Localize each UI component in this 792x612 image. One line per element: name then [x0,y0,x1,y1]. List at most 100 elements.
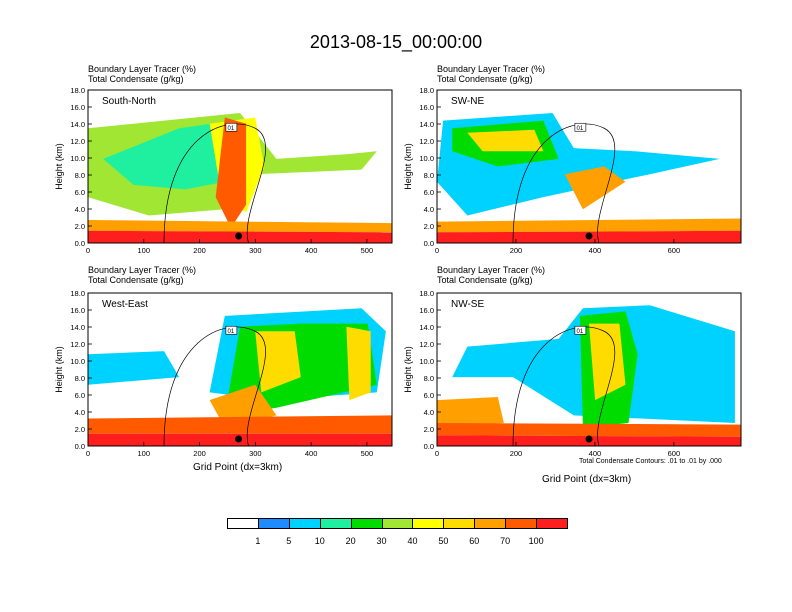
y-tick-label: 2.0 [424,425,434,434]
contour-label: 01 [228,329,235,335]
tracer-region [346,326,371,401]
contour-label-box [225,122,238,132]
condensate-contour [512,326,616,446]
condensate-contour [163,326,266,446]
x-tick-label: 200 [510,246,523,255]
y-tick-label: 18.0 [419,86,434,95]
x-tick-label: 0 [86,449,90,458]
x-tick-label: 200 [510,449,523,458]
y-tick-label: 6.0 [424,391,434,400]
panel-frame [436,292,742,447]
colorbar-swatch [412,518,445,529]
y-tick-label: 14.0 [70,323,85,332]
panel-frame [87,292,393,447]
y-tick-label: 14.0 [419,323,434,332]
x-tick-label: 100 [138,449,151,458]
location-marker [235,232,243,240]
contour-label: 01 [577,126,584,132]
x-tick-label: 400 [305,449,318,458]
panel-name: SW-NE [451,96,484,107]
panel-1: 01 South-North 0.0 2.0 4.0 6.0 8.0 10.0 12.0 14.0… [54,86,393,255]
y-tick-label: 12.0 [419,340,434,349]
colorbar-label: 70 [500,536,511,546]
colorbar-label: 100 [528,536,544,546]
colorbar-swatch [443,518,476,529]
x-tick-label: 300 [249,449,262,458]
panel-1-field-1: Boundary Layer Tracer (%) [88,64,197,74]
x-tick-label: 0 [435,246,439,255]
x-tick-label: 100 [138,246,151,255]
y-tick-label: 0.0 [424,442,434,451]
contour-label: 01 [228,126,235,132]
y-tick-label: 0.0 [75,239,85,248]
contour-label-box [574,122,587,132]
y-tick-label: 4.0 [424,205,434,214]
y-axis-title: Height (km) [54,346,64,393]
panel-1-field-2: Total Condensate (g/kg) [88,74,184,84]
y-tick-label: 10.0 [419,154,434,163]
y-axis-title: Height (km) [403,346,413,393]
panel-2-tracer-field: 01 [437,113,741,243]
panel-3-field-1: Boundary Layer Tracer (%) [88,265,197,275]
colorbar-swatch [319,518,352,529]
colorbar-swatch [350,518,383,529]
panel-1-tracer-field: 01 [88,113,392,243]
colorbar-swatch [257,518,290,529]
colorbar-label: 20 [345,536,356,546]
y-tick-label: 8.0 [75,171,85,180]
x-tick-label: 400 [305,246,318,255]
colorbar-label: 5 [286,536,292,546]
x-tick-label: 300 [249,246,262,255]
x-axis-title-right: Grid Point (dx=3km) [542,474,632,485]
y-tick-label: 4.0 [424,408,434,417]
tracer-region [88,415,392,434]
panel-4-tracer-field: 01 [437,305,741,446]
contour-label: 01 [577,329,584,335]
colorbar-swatch [536,518,568,529]
panel-2: 01 SW-NE 0.0 2.0 4.0 6.0 8.0 10.0 12.0 14.0 16.0 18… [403,86,742,255]
y-tick-label: 4.0 [75,408,85,417]
panel-3-info: Boundary Layer Tracer (%) Total Condensa… [88,265,196,285]
condensate-contour [163,123,266,243]
y-axis-title: Height (km) [54,143,64,190]
panel-4-field-2: Total Condensate (g/kg) [437,275,533,285]
figure-title: 2013-08-15_00:00:00 [309,32,483,52]
colorbar-label: 40 [407,536,418,546]
colorbar-swatch [381,518,414,529]
colorbar-label: 30 [376,536,387,546]
panel-frame [436,89,742,244]
panel-2-field-2: Total Condensate (g/kg) [437,74,533,84]
y-tick-label: 18.0 [70,289,85,298]
colorbar-swatch [474,518,507,529]
tracer-region [437,423,741,437]
tracer-region [255,331,301,393]
x-tick-label: 500 [361,246,374,255]
panel-2-field-1: Boundary Layer Tracer (%) [437,64,546,74]
y-tick-label: 8.0 [75,374,85,383]
y-tick-label: 2.0 [424,222,434,231]
panel-frame [87,89,393,244]
y-axis-title: Height (km) [403,143,413,190]
y-tick-label: 10.0 [419,357,434,366]
y-tick-label: 2.0 [75,222,85,231]
y-tick-label: 2.0 [75,425,85,434]
x-tick-label: 500 [361,449,374,458]
panel-3: 01 West-East 0.0 2.0 4.0 6.0 8.0 10.0 12.0 14.0 16… [54,289,393,458]
panel-4-info: Boundary Layer Tracer (%) Total Condensa… [437,265,545,285]
contour-label-box [225,325,238,335]
y-tick-label: 12.0 [419,137,434,146]
contour-note: Total Condensate Contours: .01 to .01 by… [579,458,722,465]
tracer-region [437,218,741,233]
x-tick-label: 200 [193,246,206,255]
y-tick-label: 12.0 [70,340,85,349]
x-tick-label: 400 [589,246,602,255]
colorbar-label: 1 [255,536,261,546]
x-tick-label: 0 [435,449,439,458]
y-tick-label: 18.0 [419,289,434,298]
panel-4-field-1: Boundary Layer Tracer (%) [437,265,546,275]
y-tick-label: 10.0 [70,357,85,366]
y-tick-label: 14.0 [419,120,434,129]
tracer-region [564,166,626,210]
location-marker [235,435,243,443]
